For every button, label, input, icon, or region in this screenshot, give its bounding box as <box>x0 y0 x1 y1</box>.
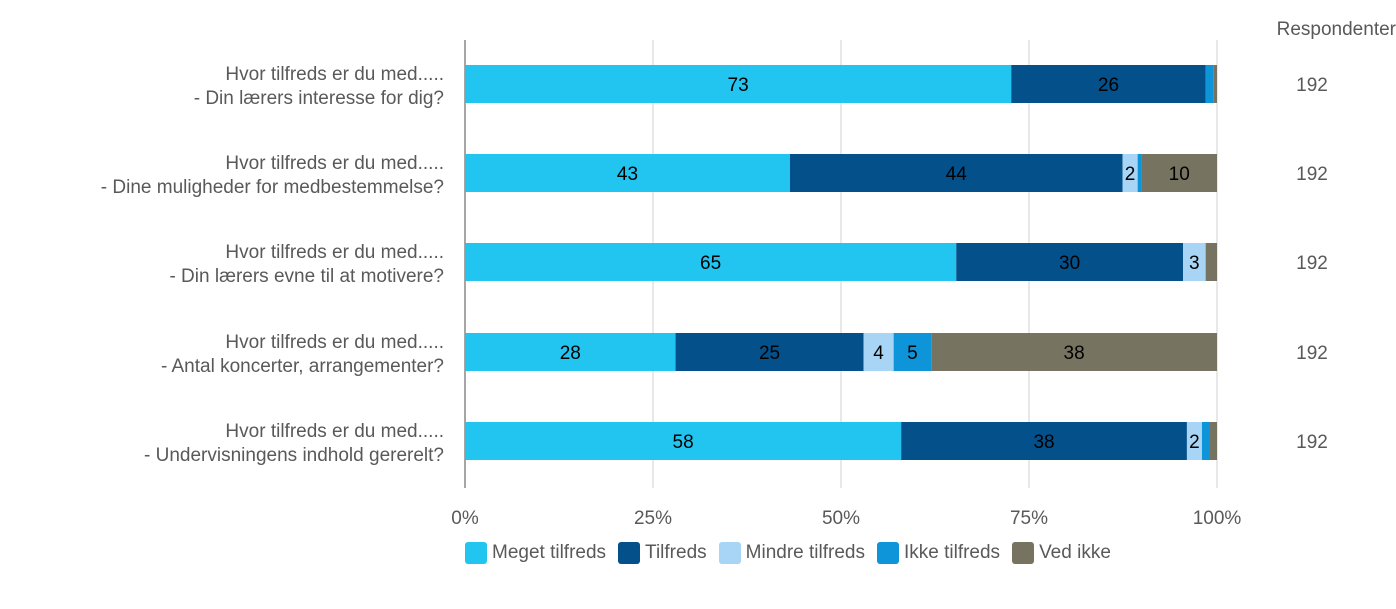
bar-segment <box>1141 154 1217 192</box>
bars-layer <box>465 65 1217 460</box>
bar-segment <box>901 422 1187 460</box>
respondents-value: 192 <box>1296 164 1328 185</box>
category-label: Hvor tilfreds er du med..... - Undervisni… <box>144 421 444 466</box>
data-label: 5 <box>907 343 918 364</box>
legend-label: Ikke tilfreds <box>903 542 1001 563</box>
data-label: 73 <box>728 75 749 96</box>
bar-segment <box>1137 154 1142 192</box>
data-label: 43 <box>617 164 638 185</box>
bar-segment <box>1205 243 1217 281</box>
data-label: 2 <box>1189 432 1200 453</box>
data-label: 10 <box>1169 164 1190 185</box>
bar-segment <box>1182 243 1206 281</box>
labels-layer: 0% 25% 50% 75% 100% Hvor tilfreds er du med..… <box>101 64 1328 529</box>
data-label: 30 <box>1059 253 1080 274</box>
legend-item: Tilfreds <box>618 538 707 568</box>
bar-segment <box>465 333 676 371</box>
bar-segment <box>1209 422 1217 460</box>
data-label: 58 <box>673 432 694 453</box>
bar-segment <box>863 333 894 371</box>
x-tick-label: 50% <box>822 508 860 529</box>
bar-segment <box>1011 65 1206 103</box>
respondents-value: 192 <box>1296 432 1328 453</box>
bar-segment <box>1186 422 1202 460</box>
bar-segment <box>1213 65 1217 103</box>
category-label: Hvor tilfreds er du med..... - Din lærers… <box>194 64 444 109</box>
bar-segment <box>893 333 932 371</box>
legend-item: Ved ikke <box>1012 538 1111 568</box>
legend-item: Mindre tilfreds <box>718 538 865 568</box>
respondents-header: Respondenter <box>1277 19 1396 40</box>
legend-item: Meget tilfreds <box>465 538 606 568</box>
legend-item: Ikke tilfreds <box>876 538 1001 568</box>
legend-swatch <box>876 542 899 564</box>
legend-label: Tilfreds <box>645 542 707 563</box>
respondents-value: 192 <box>1296 343 1328 364</box>
x-tick-label: 25% <box>634 508 672 529</box>
category-label: Hvor tilfreds er du med..... - Antal konc… <box>161 332 444 377</box>
data-label: 38 <box>1033 432 1054 453</box>
x-tick-label: 0% <box>451 508 479 529</box>
legend-label: Ved ikke <box>1039 542 1111 563</box>
data-label: 38 <box>1064 343 1085 364</box>
data-label: 28 <box>560 343 581 364</box>
bar-segment <box>931 333 1217 371</box>
bar-segment <box>465 422 902 460</box>
data-label: 3 <box>1189 253 1200 274</box>
x-tick-label: 100% <box>1193 508 1242 529</box>
legend-swatch <box>465 542 487 564</box>
bar-segment <box>465 65 1012 103</box>
legend-swatch <box>718 542 741 564</box>
x-tick-label: 75% <box>1010 508 1048 529</box>
data-label: 44 <box>946 164 968 185</box>
bar-segment <box>1122 154 1138 192</box>
category-label: Hvor tilfreds er du med..... - Dine mulig… <box>101 153 444 198</box>
data-label: 65 <box>700 253 721 274</box>
bar-segment <box>465 243 957 281</box>
bar-segment <box>1201 422 1210 460</box>
bar-segment <box>789 154 1123 192</box>
data-label: 4 <box>873 343 884 364</box>
legend: Meget tilfreds Tilfreds Mindre tilfreds Ikk… <box>465 538 1225 568</box>
bar-segment <box>1205 65 1214 103</box>
data-label: 2 <box>1125 164 1136 185</box>
bar-segment <box>465 154 790 192</box>
legend-swatch <box>1012 542 1035 564</box>
legend-label: Meget tilfreds <box>492 542 607 563</box>
bar-segment <box>675 333 864 371</box>
data-label: 25 <box>759 343 780 364</box>
bar-segment <box>956 243 1183 281</box>
legend-swatch <box>618 542 641 564</box>
legend-label: Mindre tilfreds <box>745 542 865 563</box>
data-label: 26 <box>1098 75 1119 96</box>
respondents-value: 192 <box>1296 75 1328 96</box>
category-label: Hvor tilfreds er du med..... - Din lærers… <box>169 242 444 287</box>
respondents-value: 192 <box>1296 253 1328 274</box>
